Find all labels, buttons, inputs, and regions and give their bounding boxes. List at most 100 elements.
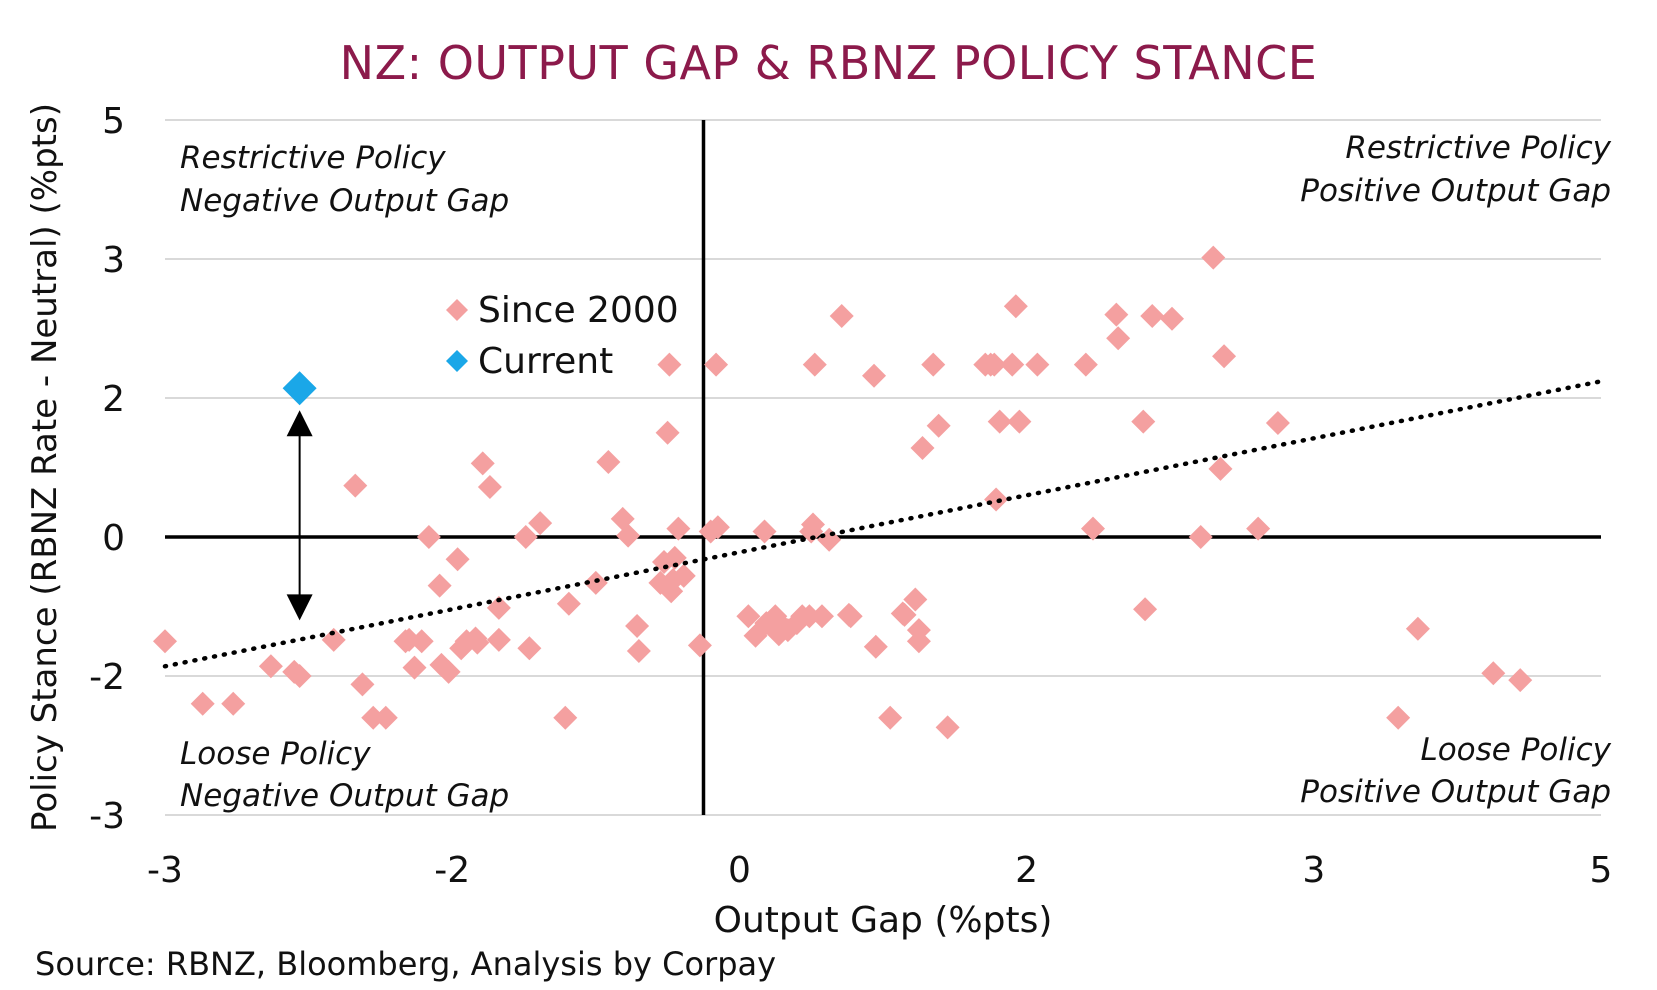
- scatter-point: [528, 511, 553, 536]
- scatter-point: [862, 363, 887, 388]
- scatter-point: [258, 654, 283, 679]
- scatter-point: [1081, 516, 1106, 541]
- scatter-point: [687, 633, 712, 658]
- legend-marker-current: [446, 350, 468, 372]
- scatter-point: [350, 672, 375, 697]
- quadrant-label-bottom-left: Loose Policy: [180, 736, 371, 772]
- scatter-point: [1508, 668, 1533, 693]
- scatter-point: [987, 409, 1012, 434]
- scatter-point: [625, 613, 650, 638]
- quadrant-label-bottom-right: Loose Policy: [1420, 732, 1611, 768]
- scatter-point: [409, 629, 434, 654]
- scatter-point: [596, 449, 621, 474]
- x-tick-label: -2: [434, 850, 470, 891]
- scatter-point: [935, 715, 960, 740]
- scatter-point: [321, 627, 346, 652]
- scatter-point: [984, 487, 1009, 512]
- source-note: Source: RBNZ, Bloomberg, Analysis by Cor…: [35, 945, 777, 983]
- chart-title: NZ: OUTPUT GAP & RBNZ POLICY STANCE: [339, 36, 1318, 90]
- quadrant-label-top-right: Restrictive Policy: [1345, 130, 1611, 166]
- x-tick-label: 0: [728, 850, 751, 891]
- scatter-point: [982, 352, 1007, 377]
- scatter-point: [465, 630, 490, 655]
- scatter-point: [616, 523, 641, 548]
- scatter-point: [343, 473, 368, 498]
- scatter-point: [1246, 516, 1271, 541]
- scatter-point: [556, 591, 581, 616]
- quadrant-label-bottom-right: Positive Output Gap: [1300, 774, 1611, 810]
- y-tick-label: 0: [102, 518, 125, 559]
- scatter-point: [906, 618, 931, 643]
- y-tick-label: 5: [102, 101, 125, 142]
- legend-label-current: Current: [478, 341, 613, 382]
- scatter-point: [878, 705, 903, 730]
- scatter-point: [477, 474, 502, 499]
- y-tick-label: -3: [89, 796, 125, 837]
- scatter-point: [921, 352, 946, 377]
- scatter-point: [704, 352, 729, 377]
- scatter-point: [1201, 245, 1226, 270]
- scatter-point: [1140, 303, 1165, 328]
- scatter-point: [1212, 344, 1237, 369]
- scatter-point: [809, 604, 834, 629]
- scatter-point: [1000, 352, 1025, 377]
- scatter-point: [553, 705, 578, 730]
- scatter-point: [361, 705, 386, 730]
- scatter-point: [287, 664, 312, 688]
- scatter-point: [705, 515, 730, 540]
- x-tick-label: 2: [1015, 850, 1038, 891]
- scatter-point: [190, 691, 215, 716]
- scatter-point: [436, 659, 461, 684]
- scatter-point: [838, 604, 863, 629]
- scatter-point: [583, 570, 608, 595]
- gap-arrow-head-up: [286, 410, 313, 437]
- scatter-point: [655, 420, 680, 445]
- scatter-point: [221, 691, 246, 716]
- scatter-point: [1265, 411, 1290, 436]
- scatter-point: [752, 519, 777, 544]
- scatter-point: [1007, 409, 1032, 434]
- scatter-point: [1106, 326, 1131, 351]
- scatter-point: [800, 512, 825, 537]
- scatter-point: [657, 352, 682, 377]
- x-tick-label: 3: [1302, 850, 1325, 891]
- scatter-point: [513, 525, 538, 549]
- scatter-point: [903, 587, 928, 612]
- scatter-point: [427, 573, 452, 598]
- scatter-point: [662, 545, 687, 570]
- x-tick-label: -3: [147, 850, 183, 891]
- scatter-point: [486, 595, 511, 620]
- trendline: [162, 379, 1604, 669]
- legend-marker-since-2000: [446, 299, 468, 321]
- y-tick-label: -2: [89, 657, 125, 698]
- scatter-point: [1104, 302, 1129, 327]
- scatter-point: [486, 627, 511, 652]
- scatter-point: [892, 602, 917, 627]
- scatter-point: [1025, 352, 1050, 377]
- scatter-point: [671, 563, 696, 588]
- scatter-point: [797, 604, 822, 629]
- scatter-point: [910, 436, 935, 461]
- quadrant-label-top-left: Negative Output Gap: [180, 183, 509, 219]
- quadrant-label-top-left: Restrictive Policy: [180, 140, 446, 176]
- scatter-point: [1405, 616, 1430, 641]
- y-axis-title: Policy Stance (RBNZ Rate - Neutral) (%pt…: [25, 103, 65, 832]
- quadrant-label-top-right: Positive Output Gap: [1300, 173, 1611, 209]
- scatter-point: [402, 655, 427, 680]
- scatter-point: [1159, 306, 1184, 331]
- scatter-point: [626, 638, 651, 663]
- scatter-point: [1188, 525, 1213, 549]
- scatter-point: [517, 636, 542, 661]
- x-tick-label: 5: [1590, 850, 1613, 891]
- y-tick-label: 3: [102, 240, 125, 281]
- scatter-point: [416, 525, 441, 549]
- scatter-point: [863, 634, 888, 659]
- scatter-point: [470, 451, 495, 476]
- scatter-point: [1133, 597, 1158, 622]
- scatter-point: [926, 413, 951, 438]
- legend-label-since-2000: Since 2000: [478, 290, 679, 331]
- scatter-point: [1481, 661, 1506, 686]
- scatter-point: [445, 547, 470, 572]
